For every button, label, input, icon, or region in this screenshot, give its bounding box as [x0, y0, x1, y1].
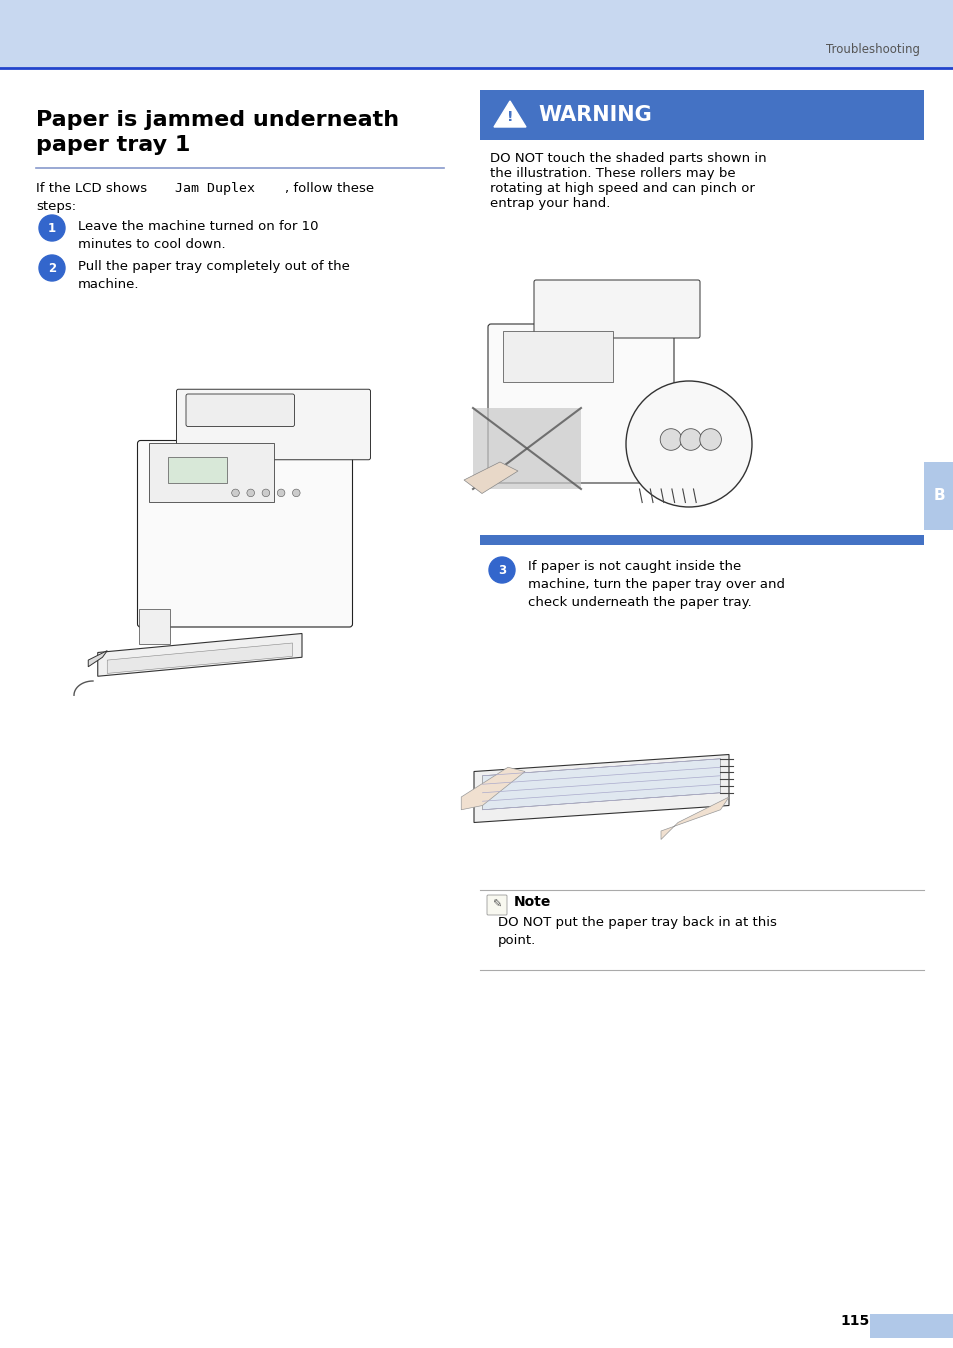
Text: , follow these: , follow these	[285, 182, 374, 195]
Circle shape	[679, 429, 700, 450]
FancyBboxPatch shape	[149, 442, 274, 501]
Polygon shape	[660, 797, 728, 840]
Text: point.: point.	[497, 934, 536, 948]
Text: If the LCD shows: If the LCD shows	[36, 182, 152, 195]
FancyBboxPatch shape	[186, 394, 294, 426]
Text: Troubleshooting: Troubleshooting	[825, 43, 919, 57]
Text: If paper is not caught inside the: If paper is not caught inside the	[527, 559, 740, 573]
Text: minutes to cool down.: minutes to cool down.	[78, 239, 226, 251]
Text: entrap your hand.: entrap your hand.	[490, 197, 610, 210]
Text: check underneath the paper tray.: check underneath the paper tray.	[527, 596, 751, 609]
Text: machine.: machine.	[78, 278, 139, 291]
FancyBboxPatch shape	[137, 441, 352, 627]
Text: machine, turn the paper tray over and: machine, turn the paper tray over and	[527, 578, 784, 590]
Text: 2: 2	[48, 262, 56, 275]
Text: Note: Note	[514, 895, 551, 909]
Text: steps:: steps:	[36, 200, 76, 213]
FancyBboxPatch shape	[139, 609, 170, 644]
FancyBboxPatch shape	[503, 330, 613, 381]
Text: Paper is jammed underneath: Paper is jammed underneath	[36, 111, 398, 129]
Text: ✎: ✎	[492, 900, 501, 910]
Circle shape	[39, 214, 65, 241]
Circle shape	[625, 381, 751, 507]
FancyBboxPatch shape	[176, 390, 370, 460]
Text: DO NOT put the paper tray back in at this: DO NOT put the paper tray back in at thi…	[497, 917, 776, 929]
Polygon shape	[494, 101, 525, 127]
Text: DO NOT touch the shaded parts shown in: DO NOT touch the shaded parts shown in	[490, 152, 766, 164]
Polygon shape	[89, 651, 107, 667]
FancyBboxPatch shape	[168, 457, 227, 483]
FancyBboxPatch shape	[486, 895, 506, 915]
FancyBboxPatch shape	[534, 280, 700, 338]
FancyBboxPatch shape	[473, 408, 580, 489]
Circle shape	[659, 429, 681, 450]
Text: !: !	[506, 111, 513, 124]
Circle shape	[262, 489, 270, 496]
Polygon shape	[463, 462, 517, 493]
FancyBboxPatch shape	[488, 324, 673, 483]
Text: paper tray 1: paper tray 1	[36, 135, 191, 155]
FancyBboxPatch shape	[0, 0, 953, 67]
Text: 3: 3	[497, 563, 505, 577]
FancyBboxPatch shape	[479, 535, 923, 545]
Polygon shape	[482, 759, 720, 810]
Circle shape	[39, 255, 65, 280]
Text: Jam Duplex: Jam Duplex	[174, 182, 254, 195]
Circle shape	[247, 489, 254, 496]
Polygon shape	[97, 634, 302, 677]
Circle shape	[293, 489, 300, 496]
Polygon shape	[460, 767, 524, 810]
Text: Pull the paper tray completely out of the: Pull the paper tray completely out of th…	[78, 260, 350, 274]
Text: 115: 115	[840, 1314, 868, 1328]
Polygon shape	[107, 643, 293, 674]
Circle shape	[700, 429, 720, 450]
FancyBboxPatch shape	[923, 462, 953, 530]
Text: the illustration. These rollers may be: the illustration. These rollers may be	[490, 167, 735, 181]
Circle shape	[277, 489, 285, 496]
FancyBboxPatch shape	[479, 90, 923, 140]
Text: 1: 1	[48, 221, 56, 235]
Circle shape	[232, 489, 239, 496]
Circle shape	[489, 557, 515, 582]
Polygon shape	[474, 755, 728, 822]
Text: Leave the machine turned on for 10: Leave the machine turned on for 10	[78, 220, 318, 233]
FancyBboxPatch shape	[869, 1314, 953, 1339]
Text: B: B	[932, 488, 943, 504]
Text: rotating at high speed and can pinch or: rotating at high speed and can pinch or	[490, 182, 754, 195]
Text: WARNING: WARNING	[537, 105, 651, 125]
